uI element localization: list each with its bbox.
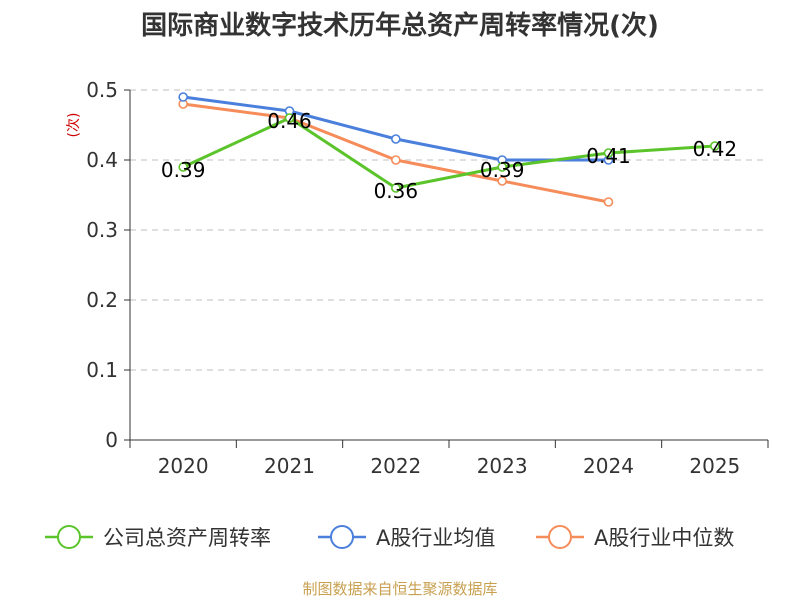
data-point (710, 141, 720, 151)
data-point (391, 134, 401, 144)
grid-lines (130, 89, 768, 371)
y-tick-label: 0.3 (86, 218, 118, 242)
data-label: 0.42 (693, 137, 738, 161)
y-tick-label: 0.4 (86, 148, 118, 172)
data-point (497, 162, 507, 172)
data-label: 0.36 (374, 179, 419, 203)
data-point (391, 183, 401, 193)
data-point (497, 176, 507, 186)
chart-title: 国际商业数字技术历年总资产周转率情况(次) (141, 10, 659, 41)
x-tick-label: 2024 (583, 454, 634, 478)
y-tick-label: 0.5 (86, 78, 118, 102)
data-labels: 0.39 0.46 0.36 0.39 0.41 0.42 (161, 109, 737, 203)
axes: 0 0.1 0.2 0.3 0.4 0.5 2020 2021 2022 2023 2024 2025 (86, 78, 769, 478)
x-tick-label: 2020 (158, 454, 209, 478)
data-label: 0.39 (161, 158, 206, 182)
x-tick-label: 2023 (477, 454, 528, 478)
data-label: 0.41 (586, 144, 631, 168)
source-note: 制图数据来自恒生聚源数据库 (302, 580, 497, 598)
series-line (182, 95, 609, 162)
x-tick-label: 2022 (370, 454, 421, 478)
x-tick-label: 2025 (689, 454, 740, 478)
legend-marker (57, 525, 81, 549)
y-tick-label: 0 (105, 428, 118, 452)
data-point (178, 92, 188, 102)
legend-label: A股行业均值 (376, 526, 495, 550)
legend-marker (330, 525, 354, 549)
y-tick-label: 0.1 (86, 358, 118, 382)
data-point (603, 197, 614, 207)
legend: 公司总资产周转率 A股行业均值 A股行业中位数 (45, 525, 734, 550)
data-label: 0.46 (267, 109, 312, 133)
series-lines (178, 92, 720, 207)
y-tick-label: 0.2 (86, 288, 118, 312)
legend-marker (548, 525, 572, 549)
x-tick-label: 2021 (264, 454, 315, 478)
data-point (284, 113, 295, 123)
y-axis-label: (次) (66, 113, 82, 138)
legend-label: 公司总资产周转率 (103, 526, 271, 550)
data-label: 0.39 (480, 158, 525, 182)
legend-label: A股行业中位数 (594, 526, 734, 550)
data-point (391, 155, 401, 165)
data-point (603, 148, 614, 158)
data-point (178, 162, 188, 172)
series-line (182, 116, 715, 190)
